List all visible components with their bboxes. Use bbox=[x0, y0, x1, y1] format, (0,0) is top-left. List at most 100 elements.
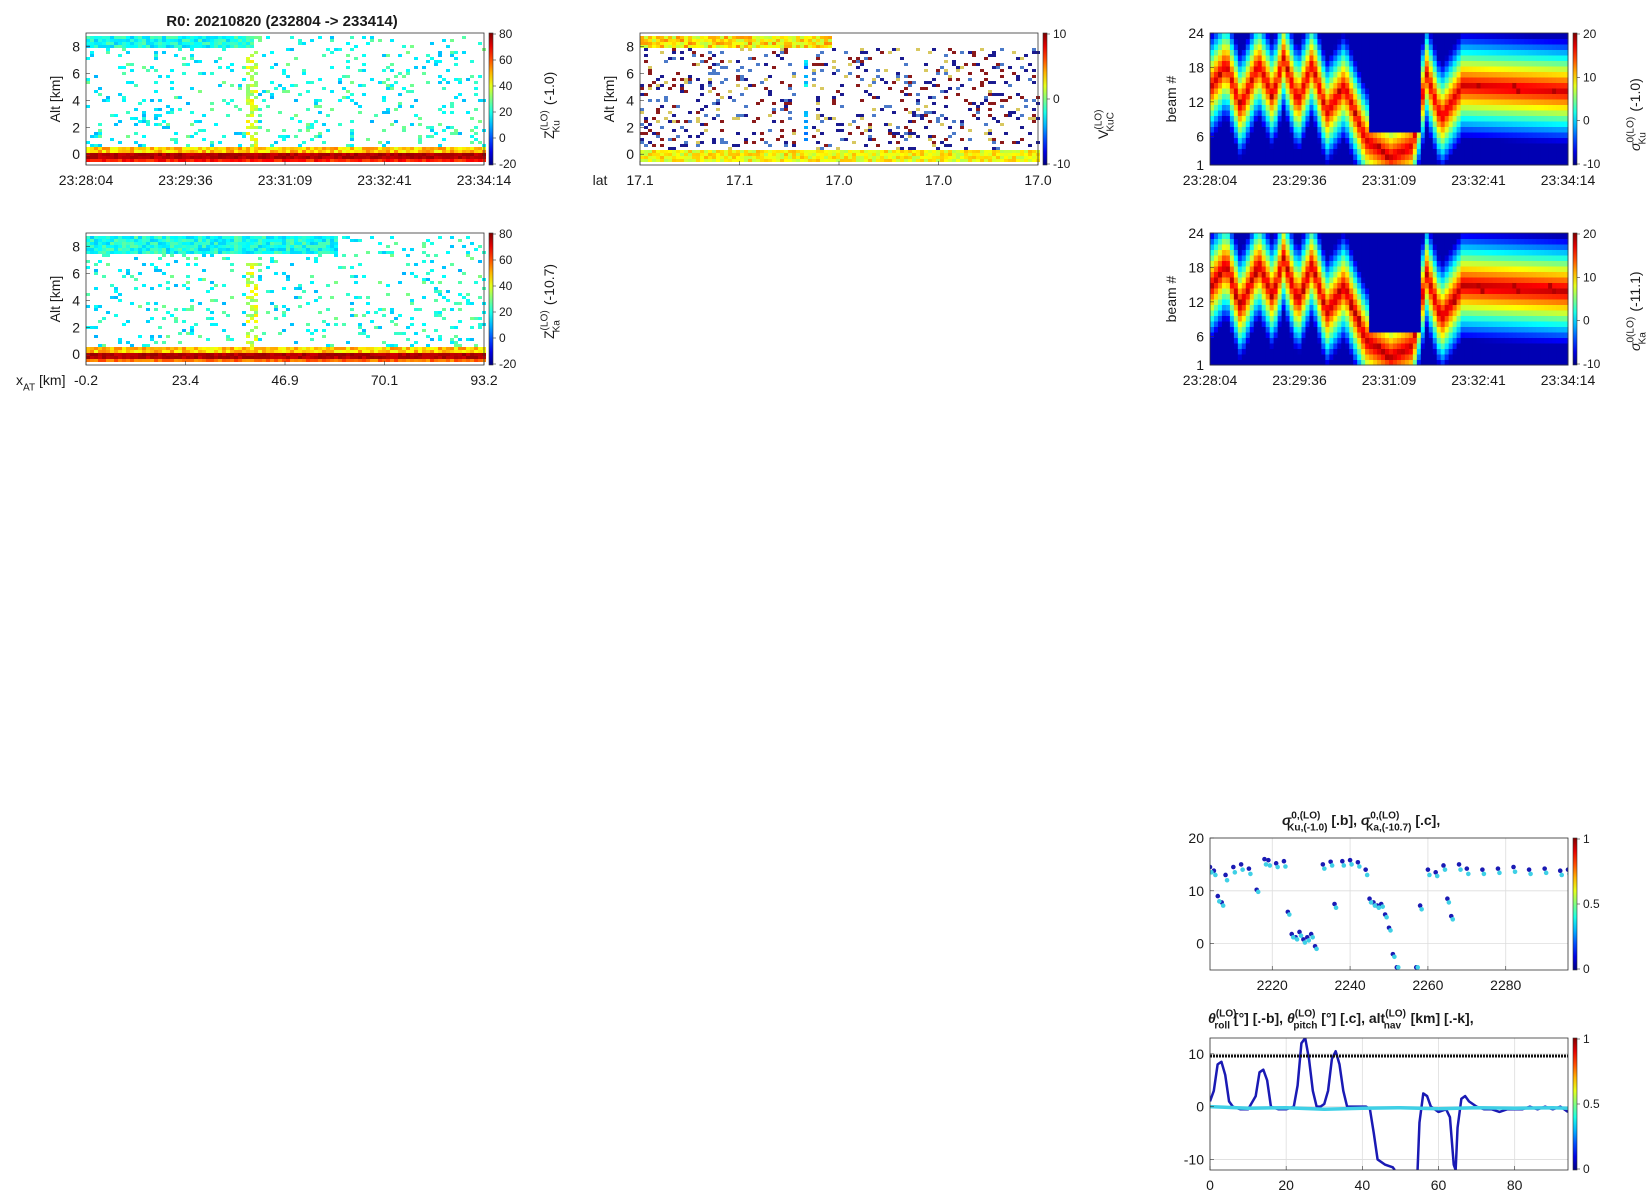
y-tick-label: 20 bbox=[1188, 830, 1204, 846]
scatter-point bbox=[1466, 871, 1471, 877]
x-tick-label: 23:31:09 bbox=[1362, 372, 1417, 388]
colorbar-tick: 0.5 bbox=[1583, 897, 1600, 911]
scatter-point bbox=[1442, 867, 1448, 872]
scatter-point bbox=[1262, 856, 1267, 862]
colorbar-tick: 0 bbox=[1583, 1162, 1590, 1176]
scatter-point bbox=[1224, 877, 1230, 883]
colorbar-tick: -20 bbox=[499, 157, 517, 171]
scatter-point bbox=[1512, 869, 1518, 875]
figure-title: R0: 20210820 (232804 -> 233414) bbox=[166, 13, 397, 30]
colorbar-sigku: 20 10 0 -10 bbox=[1572, 27, 1601, 171]
scatter-point bbox=[1322, 866, 1327, 871]
scatter-point bbox=[1480, 867, 1485, 872]
colorbar-label: Z(LO)Ku (-1.0) bbox=[540, 72, 563, 139]
x-tick-label: 17.0 bbox=[825, 172, 852, 188]
heatmap-cells bbox=[1210, 233, 1569, 366]
y-tick-label: 8 bbox=[626, 38, 634, 54]
colorbar-tick: 20 bbox=[1583, 227, 1597, 241]
y-axis-label: Alt [km] bbox=[47, 76, 63, 123]
y-axis-label: Alt [km] bbox=[47, 276, 63, 323]
x-tick-label: 2280 bbox=[1490, 977, 1521, 993]
scatter-point bbox=[1302, 940, 1308, 945]
colorbar-tick: -10 bbox=[1583, 357, 1601, 371]
colorbar-tick: 10 bbox=[1583, 270, 1597, 284]
scatter-point bbox=[1543, 870, 1549, 876]
x-tick-label: 80 bbox=[1507, 1177, 1523, 1193]
scatter-point bbox=[1433, 870, 1438, 875]
panel-vkuc: 8 6 4 2 0 Alt [km] 17.1 17.1 17.0 17.0 17.0 lat V(LO… bbox=[593, 32, 1117, 188]
x-tick-label: 2260 bbox=[1412, 977, 1443, 993]
y-tick-label: 0 bbox=[626, 146, 634, 162]
colorbar-tick: 0 bbox=[1583, 962, 1590, 976]
axes-frame bbox=[1209, 837, 1569, 971]
scatter-point bbox=[1216, 899, 1222, 904]
scatter-point bbox=[1287, 912, 1292, 917]
y-tick-label: 0 bbox=[1196, 1099, 1204, 1115]
x-tick-label: 60 bbox=[1431, 1177, 1447, 1193]
scatter-point bbox=[1273, 861, 1279, 866]
scatter-point bbox=[1388, 928, 1393, 933]
scatter-point bbox=[1357, 864, 1362, 869]
scatter-point bbox=[1283, 864, 1288, 869]
scatter-point bbox=[1450, 917, 1456, 922]
scatter-point bbox=[1458, 867, 1463, 872]
scatter-point bbox=[1267, 863, 1273, 868]
colorbar-tick: 20 bbox=[499, 105, 513, 119]
scatter-point bbox=[1231, 864, 1236, 870]
y-tick-label: 0 bbox=[72, 146, 80, 162]
scatter-point bbox=[1376, 905, 1382, 910]
scatter-point bbox=[1333, 905, 1339, 910]
x-tick-label: 23:28:04 bbox=[59, 172, 114, 188]
panel-sigku: 24 18 12 6 1 beam # 23:28:04 23:29:36 23:31:09 23… bbox=[1163, 25, 1649, 188]
x-tick-label: 23:32:41 bbox=[357, 172, 412, 188]
colorbar-tick: 20 bbox=[499, 305, 513, 319]
scatter-point bbox=[1310, 934, 1315, 940]
scatter-point bbox=[1213, 872, 1218, 878]
scatter-title: σ0,(LO) Ku,(-1.0) [.b], σ0,(LO) Ka,(-10.7)… bbox=[1282, 811, 1440, 834]
colorbar-tick: 0 bbox=[499, 331, 506, 345]
colorbar-tick: 0 bbox=[1583, 114, 1590, 128]
panel-sigka: 24 18 12 6 1 beam # 23:28:04 23:29:36 23:31:09 23… bbox=[1163, 225, 1649, 388]
y-tick-label: 10 bbox=[1188, 1046, 1204, 1062]
x-tick-label: 2220 bbox=[1257, 977, 1288, 993]
scatter-point bbox=[1456, 862, 1462, 867]
y-axis-label: Alt [km] bbox=[601, 76, 617, 123]
plot-area bbox=[1210, 1038, 1568, 1170]
scatter-point bbox=[1210, 870, 1214, 875]
y-tick-label: 6 bbox=[626, 65, 634, 81]
y-tick-label: 6 bbox=[72, 65, 80, 81]
scatter-point bbox=[1355, 859, 1361, 865]
scatter-point bbox=[1246, 866, 1252, 871]
scatter-point bbox=[1266, 857, 1271, 863]
heatmap-cells bbox=[86, 36, 486, 162]
y-tick-label: 12 bbox=[1188, 294, 1204, 310]
scatter-point bbox=[1320, 862, 1326, 867]
scatter-point bbox=[1565, 867, 1568, 872]
colorbar-attitude: 10.50 bbox=[1572, 1032, 1600, 1176]
scatter-point bbox=[1372, 903, 1378, 908]
scatter-point bbox=[1557, 868, 1563, 874]
y-tick-label: 2 bbox=[626, 119, 634, 135]
x-tick-label: 17.0 bbox=[925, 172, 952, 188]
x-axis-label: lat bbox=[593, 172, 608, 188]
colorbar-tick: 80 bbox=[499, 27, 513, 41]
colorbar-tick: 60 bbox=[499, 53, 513, 67]
scatter-point bbox=[1363, 867, 1368, 872]
x-tick-label: 20 bbox=[1278, 1177, 1294, 1193]
colorbar-label: Z(LO)Ka (-10.7) bbox=[540, 264, 563, 339]
colorbar-tick: -20 bbox=[499, 357, 517, 371]
scatter-point bbox=[1314, 946, 1319, 952]
heatmap-cells bbox=[86, 236, 486, 362]
panel-sigscatter: 2220 2240 2260 2280 20 10 0 bbox=[1188, 830, 1569, 993]
y-tick-label: 4 bbox=[72, 92, 80, 108]
y-axis-label: beam # bbox=[1163, 275, 1179, 322]
x-tick-label: 46.9 bbox=[271, 372, 298, 388]
scatter-point bbox=[1441, 863, 1446, 868]
x-tick-label: 23:31:09 bbox=[1362, 172, 1417, 188]
colorbar-tick: 40 bbox=[499, 279, 513, 293]
colorbar-tick: 0 bbox=[499, 131, 506, 145]
plot-area bbox=[1210, 856, 1568, 970]
x-tick-label: -0.2 bbox=[74, 372, 98, 388]
